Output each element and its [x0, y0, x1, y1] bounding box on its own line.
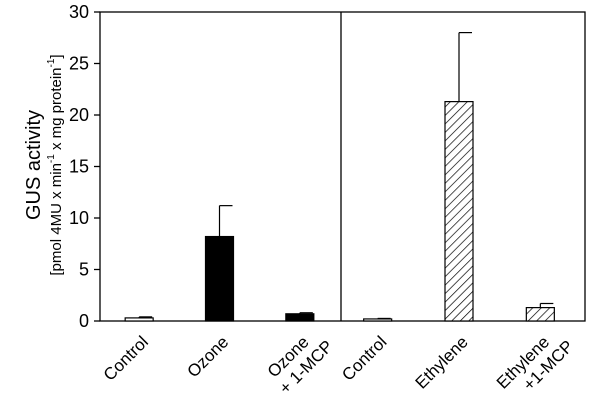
y-tick-label: 0: [79, 311, 89, 331]
bar: [204, 235, 235, 322]
y-tick-label: 30: [69, 2, 89, 22]
x-axis-labels: Control Ozone Ozone+ 1-MCP Control Ethylene E…: [100, 322, 577, 406]
plot-frame: [99, 11, 586, 322]
category-label: Ozone: [183, 332, 232, 381]
category-label: Ethylene: [412, 332, 472, 392]
category-label: Control: [100, 332, 152, 384]
category-label: Control: [338, 332, 390, 384]
y-units-middle: x mg protein: [48, 67, 65, 154]
category-label-line: Ethylene: [412, 332, 472, 392]
y-axis: 0 5 10 15 20 25 30: [69, 2, 100, 331]
y-tick-label: 20: [69, 105, 89, 125]
y-tick-label: 15: [69, 157, 89, 177]
bar: [363, 318, 393, 322]
category-label-line: Control: [338, 332, 390, 384]
y-units-prefix: [pmol 4MU x min: [48, 163, 65, 276]
category-label: Ethylene+1-MCP: [493, 322, 577, 406]
y-tick-label: 5: [79, 260, 89, 280]
bar: [525, 307, 555, 322]
y-tick-label: 10: [69, 208, 89, 228]
bar: [444, 101, 474, 322]
y-units-suffix: ]: [48, 54, 65, 58]
y-units-exponent-2: -1: [46, 58, 57, 67]
category-label-line: Ozone: [183, 332, 232, 381]
y-axis-title: GUS activity: [23, 110, 45, 220]
bar: [124, 317, 154, 322]
plot-area: [99, 11, 586, 322]
y-tick-label: 25: [69, 54, 89, 74]
bar: [285, 313, 315, 322]
y-axis-units: [pmol 4MU x min-1 x mg protein-1]: [46, 54, 65, 275]
category-label: Ozone+ 1-MCP: [261, 322, 336, 397]
y-units-exponent-1: -1: [46, 154, 57, 163]
category-label-line: Control: [100, 332, 152, 384]
